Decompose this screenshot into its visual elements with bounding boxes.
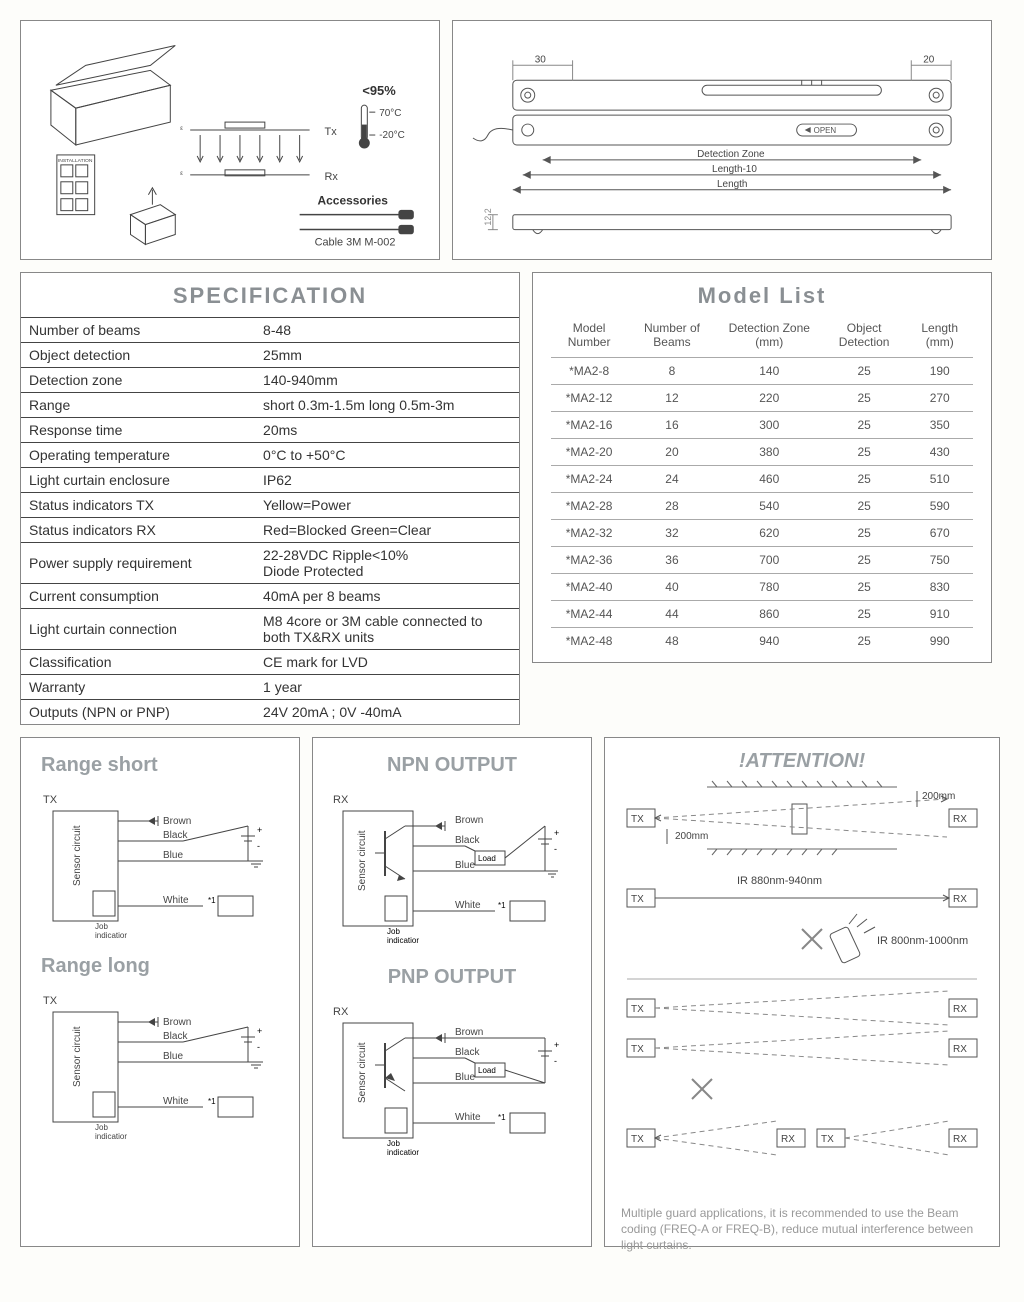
attention-note: Multiple guard applications, it is recom… bbox=[617, 1199, 987, 1254]
svg-text:INSTALLATION: INSTALLATION bbox=[58, 158, 93, 164]
svg-text:Black: Black bbox=[163, 1031, 188, 1042]
svg-text:Black: Black bbox=[455, 835, 480, 846]
svg-text:TX: TX bbox=[631, 1134, 644, 1145]
install-diagram: INSTALLATION ε bbox=[20, 20, 440, 260]
svg-text:White: White bbox=[163, 895, 189, 906]
svg-text:RX: RX bbox=[953, 1134, 967, 1145]
svg-text:30: 30 bbox=[535, 54, 547, 65]
range-long-title: Range long bbox=[41, 955, 287, 978]
svg-text:Brown: Brown bbox=[163, 816, 191, 827]
model-title: Model List bbox=[533, 273, 991, 317]
svg-text:TX: TX bbox=[631, 1004, 644, 1015]
svg-text:TX: TX bbox=[631, 894, 644, 905]
svg-text:RX: RX bbox=[781, 1134, 795, 1145]
svg-text:Accessories: Accessories bbox=[318, 194, 389, 208]
svg-text:-: - bbox=[257, 841, 260, 851]
svg-text:-: - bbox=[554, 1056, 557, 1066]
svg-text:Rx: Rx bbox=[325, 171, 339, 183]
svg-text:TX: TX bbox=[631, 814, 644, 825]
spec-title: SPECIFICATION bbox=[21, 273, 519, 317]
svg-text:ε: ε bbox=[180, 171, 183, 177]
svg-text:TX: TX bbox=[631, 1044, 644, 1055]
svg-text:Sensor circuit: Sensor circuit bbox=[72, 1026, 83, 1087]
svg-text:White: White bbox=[163, 1096, 189, 1107]
svg-text:RX: RX bbox=[333, 1006, 349, 1018]
svg-text:Black: Black bbox=[163, 830, 188, 841]
svg-text:Sensor circuit: Sensor circuit bbox=[357, 1042, 368, 1103]
spec-table: Number of beams8-48Object detection25mmD… bbox=[21, 317, 519, 724]
svg-text:Detection Zone: Detection Zone bbox=[697, 149, 765, 160]
svg-text:RX: RX bbox=[953, 894, 967, 905]
svg-text:+: + bbox=[257, 825, 262, 835]
dimension-diagram: 30 20 OPEN Detection Zone Length-10 Leng… bbox=[452, 20, 992, 260]
svg-text:Job: Job bbox=[387, 1139, 400, 1148]
svg-text:Sensor circuit: Sensor circuit bbox=[72, 825, 83, 886]
svg-text:200mm: 200mm bbox=[922, 791, 955, 802]
svg-text:*1: *1 bbox=[498, 901, 506, 910]
svg-text:+: + bbox=[257, 1026, 262, 1036]
range-short-title: Range short bbox=[41, 754, 287, 777]
svg-text:White: White bbox=[455, 900, 481, 911]
svg-text:*1: *1 bbox=[208, 896, 216, 905]
svg-text:Blue: Blue bbox=[455, 1072, 475, 1083]
svg-text:Load: Load bbox=[478, 1066, 496, 1075]
svg-text:*1: *1 bbox=[208, 1097, 216, 1106]
svg-text:IR 880nm-940nm: IR 880nm-940nm bbox=[737, 875, 822, 887]
output-panel: NPN OUTPUT RX Sensor circuit Jobindicati… bbox=[312, 737, 592, 1247]
svg-text:Job: Job bbox=[387, 927, 400, 936]
range-panel: Range short TX Sensor circuit Job indica… bbox=[20, 737, 300, 1247]
npn-title: NPN OUTPUT bbox=[325, 754, 579, 777]
svg-text:-: - bbox=[554, 844, 557, 854]
attention-panel: !ATTENTION! TX RX bbox=[604, 737, 1000, 1247]
svg-text:Brown: Brown bbox=[163, 1017, 191, 1028]
svg-text:Blue: Blue bbox=[455, 860, 475, 871]
attention-title: !ATTENTION! bbox=[617, 750, 987, 773]
svg-text:RX: RX bbox=[333, 794, 349, 806]
svg-text:TX: TX bbox=[43, 794, 58, 806]
svg-text:Sensor circuit: Sensor circuit bbox=[357, 830, 368, 891]
svg-text:12.2: 12.2 bbox=[483, 208, 493, 225]
svg-text:*1: *1 bbox=[498, 1113, 506, 1122]
model-table: Model NumberNumber of BeamsDetection Zon… bbox=[551, 317, 972, 654]
svg-text:Load: Load bbox=[478, 854, 496, 863]
svg-text:IR 800nm-1000nm: IR 800nm-1000nm bbox=[877, 935, 968, 947]
svg-text:indicatior: indicatior bbox=[95, 1132, 127, 1141]
svg-text:indicatior: indicatior bbox=[95, 931, 127, 940]
svg-text:Length: Length bbox=[717, 179, 747, 190]
svg-text:White: White bbox=[455, 1112, 481, 1123]
svg-text:ε: ε bbox=[180, 126, 183, 132]
svg-text:Tx: Tx bbox=[325, 126, 338, 138]
svg-text:indicatior: indicatior bbox=[387, 1148, 419, 1157]
svg-text:Black: Black bbox=[455, 1047, 480, 1058]
svg-text:Length-10: Length-10 bbox=[712, 164, 757, 175]
svg-text:-20°C: -20°C bbox=[379, 130, 405, 141]
svg-text:200mm: 200mm bbox=[675, 831, 708, 842]
svg-text:Blue: Blue bbox=[163, 850, 183, 861]
svg-text:OPEN: OPEN bbox=[814, 126, 837, 135]
svg-text:Cable 3M M-002: Cable 3M M-002 bbox=[315, 236, 396, 248]
svg-text:70°C: 70°C bbox=[379, 108, 401, 119]
svg-text:+: + bbox=[554, 1040, 559, 1050]
svg-text:RX: RX bbox=[953, 1044, 967, 1055]
svg-text:RX: RX bbox=[953, 1004, 967, 1015]
svg-text:TX: TX bbox=[821, 1134, 834, 1145]
svg-text:Job: Job bbox=[95, 922, 108, 931]
svg-text:<95%: <95% bbox=[362, 83, 396, 98]
specification-panel: SPECIFICATION Number of beams8-48Object … bbox=[20, 272, 520, 725]
model-list-panel: Model List Model NumberNumber of BeamsDe… bbox=[532, 272, 992, 663]
svg-text:Job: Job bbox=[95, 1123, 108, 1132]
svg-text:RX: RX bbox=[953, 814, 967, 825]
svg-text:+: + bbox=[554, 828, 559, 838]
svg-text:20: 20 bbox=[923, 54, 935, 65]
svg-text:Brown: Brown bbox=[455, 815, 483, 826]
pnp-title: PNP OUTPUT bbox=[325, 966, 579, 989]
svg-text:Brown: Brown bbox=[455, 1027, 483, 1038]
svg-text:TX: TX bbox=[43, 995, 58, 1007]
svg-text:-: - bbox=[257, 1042, 260, 1052]
svg-text:indicatior: indicatior bbox=[387, 936, 419, 945]
svg-text:Blue: Blue bbox=[163, 1051, 183, 1062]
